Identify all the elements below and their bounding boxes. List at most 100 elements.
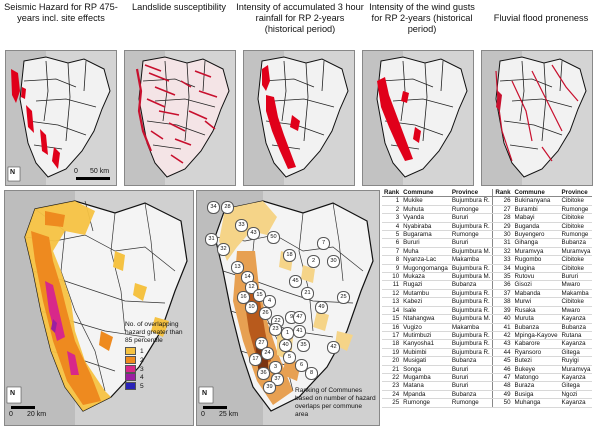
commune-cell: Vyanda: [401, 213, 450, 223]
rank-cell: 41: [492, 323, 513, 332]
commune-cell: Songa: [401, 365, 450, 374]
province-cell: Gitega: [559, 381, 593, 391]
province-cell: Rumonge: [449, 398, 493, 408]
commune-rank-label: 42: [327, 341, 340, 354]
rank-cell: 24: [382, 390, 402, 400]
commune-cell: Nyabiraba: [401, 222, 450, 232]
legend-item: 5: [125, 382, 191, 391]
rank-cell: 3: [382, 213, 402, 223]
commune-cell: Mukaza: [401, 272, 450, 282]
commune-cell: Muramvya: [512, 247, 560, 257]
rank-cell: 8: [382, 255, 402, 265]
commune-rank-label: 45: [289, 275, 302, 288]
table-row: 11 Rugazi Bubanza 36 Gisozi Mwaro: [382, 280, 593, 290]
commune-cell: Mpanda: [401, 390, 450, 400]
legend-title: No. of overlapping hazard greater than 8…: [125, 321, 183, 344]
table-row: 12 Mutambu Bujumbura R. 37 Mabanda Makamba: [382, 289, 593, 299]
province-cell: Rumonge: [559, 205, 593, 215]
scale-bar-left: [11, 406, 35, 409]
scale-left-label: 20 km: [27, 411, 47, 418]
rank-cell: 48: [492, 381, 513, 391]
rank-cell: 7: [382, 247, 402, 257]
rank-cell: 13: [382, 297, 402, 307]
commune-cell: Kabarore: [512, 339, 560, 349]
province-cell: Makamba: [449, 255, 493, 265]
title-landslide: Landslide susceptibility: [132, 2, 226, 12]
commune-rank-label: 16: [237, 291, 250, 304]
rank-cell: 11: [382, 280, 402, 290]
legend: No. of overlapping hazard greater than 8…: [125, 321, 191, 391]
province-cell: Bubanza: [449, 390, 493, 400]
north-arrow: N: [10, 169, 16, 176]
commune-rank-label: 35: [297, 339, 310, 352]
legend-item: 1: [125, 347, 191, 356]
commune-rank-label: 43: [247, 227, 260, 240]
province-cell: Bujumbura R.: [449, 339, 493, 349]
province-cell: Gitega: [559, 348, 593, 358]
header-province-2: Province: [559, 189, 593, 198]
commune-rank-label: 1: [281, 327, 294, 340]
map-ranking: N 0 25 km Ranking of Communes based on n…: [196, 190, 380, 426]
commune-cell: Muha: [401, 247, 450, 257]
header-commune-2: Commune: [512, 189, 560, 198]
commune-cell: Rumonge: [401, 398, 450, 408]
scale-mid-zero: 0: [201, 411, 205, 418]
commune-rank-label: 8: [305, 367, 318, 380]
commune-cell: Bururi: [401, 238, 450, 248]
rank-cell: 34: [492, 264, 513, 274]
commune-cell: Muhanga: [512, 398, 560, 408]
table-row: 17 Mutimbuzi Bujumbura R. 42 Mpinga-Kayove Ru…: [382, 331, 593, 341]
rank-cell: 5: [382, 230, 402, 240]
province-cell: Rumonge: [449, 230, 493, 240]
rank-cell: 28: [492, 213, 513, 223]
rank-cell: 22: [382, 373, 402, 383]
rank-cell: 19: [382, 348, 402, 358]
table-row: 16 Vugizo Makamba 41 Bubanza Bubanza: [382, 323, 593, 332]
commune-cell: Rugombo: [512, 255, 560, 265]
commune-cell: Nyanza-Lac: [401, 255, 450, 265]
commune-cell: Muhuta: [401, 205, 450, 215]
province-cell: Muramvya: [559, 365, 593, 374]
table-row: 25 Rumonge Rumonge 50 Muhanga Kayanza: [382, 398, 593, 408]
commune-rank-label: 31: [205, 233, 218, 246]
province-cell: Mwaro: [559, 280, 593, 290]
rank-cell: 40: [492, 314, 513, 324]
table-row: 2 Muhuta Rumonge 27 Burambi Rumonge: [382, 205, 593, 215]
table-row: 5 Bugarama Rumonge 30 Buyengero Rumonge: [382, 230, 593, 240]
scale-top-label: 50 km: [90, 168, 110, 175]
table-row: 13 Kabezi Bujumbura R. 38 Murwi Cibitoke: [382, 297, 593, 307]
province-cell: Bujumbura R.: [449, 348, 493, 358]
table-row: 19 Mubimbi Bujumbura R. 44 Ryansoro Gitega: [382, 348, 593, 358]
commune-cell: Kabezi: [401, 297, 450, 307]
rank-cell: 37: [492, 289, 513, 299]
legend-item: 4: [125, 373, 191, 382]
title-flood: Fluvial flood proneness: [493, 13, 589, 23]
rank-cell: 35: [492, 272, 513, 282]
commune-cell: Mugamba: [401, 373, 450, 383]
commune-cell: Gihanga: [512, 238, 560, 248]
commune-rank-label: 50: [267, 231, 280, 244]
commune-cell: Ryansoro: [512, 348, 560, 358]
table-row: 9 Mugongomanga Bujumbura R. 34 Mugina Cibitok…: [382, 264, 593, 274]
commune-rank-label: 34: [207, 201, 220, 214]
rank-cell: 27: [492, 205, 513, 215]
province-cell: Bujumbura M.: [449, 272, 493, 282]
scale-top-zero: 0: [74, 168, 78, 175]
province-cell: Kayanza: [559, 373, 593, 383]
rank-cell: 17: [382, 331, 402, 341]
province-cell: Cibitoke: [559, 222, 593, 232]
commune-rank-label: 18: [283, 249, 296, 262]
scale-left-zero: 0: [9, 411, 13, 418]
rank-cell: 14: [382, 306, 402, 316]
table-row: 21 Songa Bururi 46 Bukeye Muramvya: [382, 365, 593, 374]
commune-cell: Bukinanyana: [512, 196, 560, 206]
province-cell: Bururi: [449, 365, 493, 374]
legend-item: 2: [125, 355, 191, 365]
table-row: 7 Muha Bujumbura M. 32 Muramvya Muramvya: [382, 247, 593, 257]
table-header-row: Rank Commune Province Rank Commune Provi…: [382, 189, 593, 198]
commune-rank-label: 23: [269, 323, 282, 336]
north-arrow-ranking: N: [202, 390, 208, 397]
province-cell: Bubanza: [559, 323, 593, 332]
table-row: 15 Ntahangwa Bujumbura M. 40 Muruta Kayanza: [382, 314, 593, 324]
scale-bar-mid: [203, 406, 227, 409]
